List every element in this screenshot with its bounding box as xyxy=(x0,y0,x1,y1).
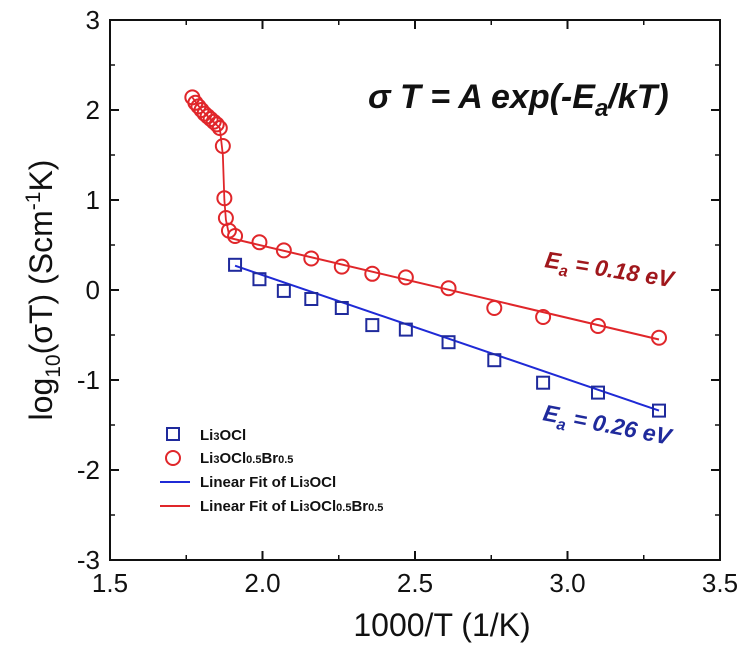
ea-blue-e: E xyxy=(541,399,562,428)
legend-3-rest2: Br xyxy=(351,498,368,515)
x-tick-label: 2.0 xyxy=(244,568,280,598)
y-axis-title-sup: -1 xyxy=(22,192,45,211)
ea-label-blue: Ea = 0.26 eV xyxy=(540,399,675,455)
ea-red-sub: a xyxy=(558,262,570,280)
x-tick-label: 1.5 xyxy=(92,568,128,598)
eq-exp: exp(- xyxy=(482,78,573,116)
data-point-square xyxy=(228,257,243,272)
data-point-square xyxy=(652,403,666,418)
legend-0-main: Li xyxy=(200,427,213,444)
fit-line xyxy=(228,236,660,341)
legend: Li3OCl Li3OCl0.5Br0.5 Linear Fit of Li3O… xyxy=(160,427,383,515)
eq-end: /kT) xyxy=(606,78,668,116)
legend-0-rest: OCl xyxy=(219,427,246,444)
ea-label-red: Ea = 0.18 eV xyxy=(542,246,677,297)
x-tick-label: 2.5 xyxy=(397,568,433,598)
fit-line xyxy=(234,264,660,412)
data-point-square xyxy=(487,353,502,368)
legend-3-main: Linear Fit of Li xyxy=(200,498,303,515)
legend-item-li3ocl: Li3OCl xyxy=(166,427,246,444)
eq-sub: a xyxy=(595,95,608,122)
data-point-square xyxy=(441,335,456,350)
y-tick-label: 3 xyxy=(86,5,100,35)
ea-red-e: E xyxy=(543,246,563,274)
eq-a: A xyxy=(457,78,481,116)
eq-t: T = xyxy=(391,78,459,116)
legend-3-sub2: 0.5 xyxy=(336,502,351,514)
data-point-circle xyxy=(214,138,231,154)
legend-label-fit-li3ocl: Linear Fit of Li3OCl xyxy=(200,474,336,491)
legend-3-sub1: 3 xyxy=(303,502,309,514)
legend-2-rest: OCl xyxy=(309,474,336,491)
equation-annotation: σ T = A exp(-Ea/kT) xyxy=(368,78,669,122)
data-point-circle xyxy=(397,269,414,286)
legend-1-rest: OCl xyxy=(219,450,246,467)
data-point-circle xyxy=(651,329,667,346)
data-point-circle xyxy=(333,258,350,275)
y-tick-label: -3 xyxy=(77,545,100,575)
x-axis: 1.5 2.0 2.5 3.0 3.5 xyxy=(92,20,738,598)
data-point-circle xyxy=(486,300,503,316)
x-tick-label: 3.5 xyxy=(702,568,738,598)
data-point-square xyxy=(252,272,267,287)
data-point-circle xyxy=(208,116,225,133)
legend-1-sub1: 3 xyxy=(213,454,219,466)
y-axis-title: log10(σT) (Scm-1K) xyxy=(22,160,65,421)
legend-0-sub: 3 xyxy=(213,431,219,443)
data-point-circle xyxy=(535,309,552,325)
y-axis-title-main: log xyxy=(23,378,59,421)
legend-label-li3ocl: Li3OCl xyxy=(200,427,246,444)
data-point-square xyxy=(276,283,291,298)
legend-1-rest2: Br xyxy=(261,450,278,467)
data-point-square xyxy=(304,292,319,306)
legend-1-sub3: 0.5 xyxy=(278,454,293,466)
y-tick-label: 1 xyxy=(86,185,100,215)
y-tick-label: 2 xyxy=(86,95,100,125)
y-axis-title-sub: 10 xyxy=(42,354,65,377)
legend-item-fit-li3oclbr: Linear Fit of Li3OCl0.5Br0.5 xyxy=(160,498,383,515)
y-tick-label: -2 xyxy=(77,455,100,485)
x-axis-title: 1000/T (1/K) xyxy=(353,607,530,643)
data-point-circle xyxy=(590,318,606,334)
x-tick-label: 3.0 xyxy=(549,568,585,598)
legend-item-fit-li3ocl: Linear Fit of Li3OCl xyxy=(160,474,336,491)
legend-2-sub: 3 xyxy=(303,478,309,490)
legend-3-sub3: 0.5 xyxy=(368,502,383,514)
data-point-circle xyxy=(216,190,233,207)
legend-item-li3oclbr: Li3OCl0.5Br0.5 xyxy=(165,450,293,467)
data-point-circle xyxy=(303,250,320,267)
eq-sigma: σ xyxy=(368,78,392,116)
y-axis-title-end: K) xyxy=(23,160,59,192)
data-point-square xyxy=(334,301,349,315)
data-markers xyxy=(184,89,667,418)
data-point-square xyxy=(591,385,605,400)
y-axis-title-mid: (σT) (Scm xyxy=(23,210,59,354)
data-point-square xyxy=(398,322,413,337)
data-point-circle xyxy=(364,265,381,282)
legend-square-marker xyxy=(166,427,180,441)
data-point-circle xyxy=(227,228,244,244)
legend-label-fit-li3oclbr: Linear Fit of Li3OCl0.5Br0.5 xyxy=(200,498,383,515)
y-tick-label: 0 xyxy=(86,275,100,305)
legend-label-li3oclbr: Li3OCl0.5Br0.5 xyxy=(200,450,293,467)
data-point-square xyxy=(365,318,380,333)
y-tick-label: -1 xyxy=(77,365,100,395)
ea-red-value: = 0.18 eV xyxy=(567,250,677,292)
data-point-circle xyxy=(251,234,268,251)
data-point-square xyxy=(536,375,551,390)
ea-blue-sub: a xyxy=(555,416,567,434)
legend-2-main: Linear Fit of Li xyxy=(200,474,303,491)
data-point-circle xyxy=(211,120,228,136)
legend-1-sub2: 0.5 xyxy=(246,454,261,466)
data-point-circle xyxy=(275,242,292,259)
fit-lines xyxy=(228,236,660,412)
data-point-circle xyxy=(440,280,457,297)
legend-3-rest: OCl xyxy=(309,498,336,515)
y-axis: -3 -2 -1 0 1 2 3 xyxy=(77,5,720,575)
legend-circle-marker xyxy=(165,450,181,466)
legend-1-main: Li xyxy=(200,450,213,467)
eq-e: E xyxy=(572,78,596,116)
